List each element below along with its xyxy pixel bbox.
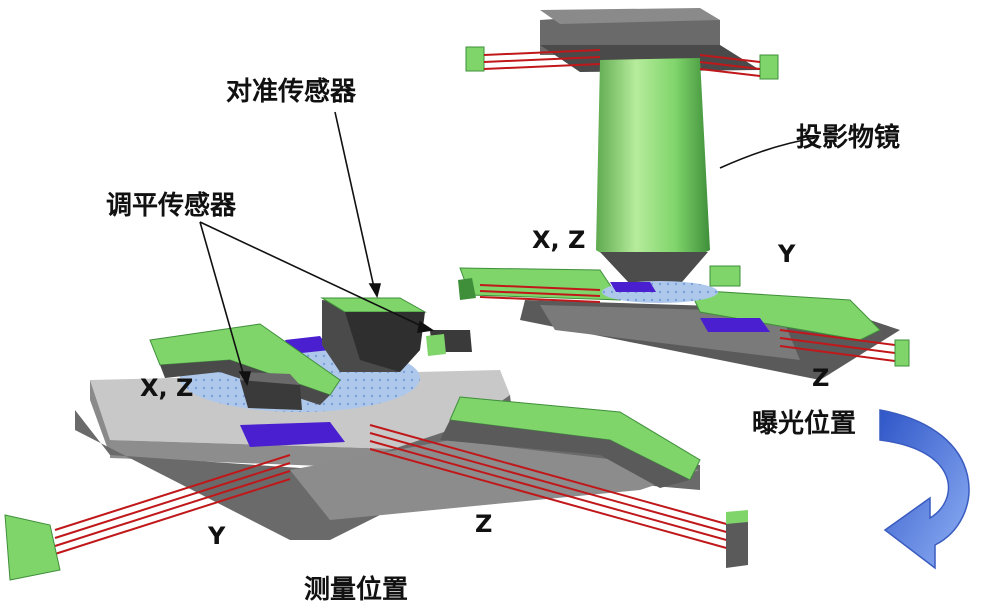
exposure-axis-xz-label: X, Z (532, 226, 585, 254)
exposure-top-beams (465, 46, 779, 80)
rotation-arrow-icon (879, 409, 970, 570)
leveling-sensor-label: 调平传感器 (106, 191, 237, 221)
leveling-sensor (149, 323, 341, 410)
alignment-sensor (320, 297, 472, 372)
measurement-position-label: 测量位置 (304, 574, 408, 605)
exposure-axis-y-label: Y (777, 240, 796, 268)
exposure-stage (458, 265, 910, 380)
exposure-axis-z-label: Z (812, 364, 829, 392)
exposure-position-label: 曝光位置 (752, 408, 856, 439)
measurement-axis-z-label: Z (475, 510, 492, 538)
leader-lines (199, 111, 816, 387)
alignment-sensor-label: 对准传感器 (226, 77, 357, 107)
measurement-axis-xz-label: X, Z (140, 374, 193, 402)
projection-lens-label: 投影物镜 (796, 122, 900, 153)
measurement-stage (75, 336, 701, 540)
projection-lens (540, 8, 760, 290)
measurement-axis-y-label: Y (207, 522, 226, 550)
measurement-beams (4, 424, 748, 581)
